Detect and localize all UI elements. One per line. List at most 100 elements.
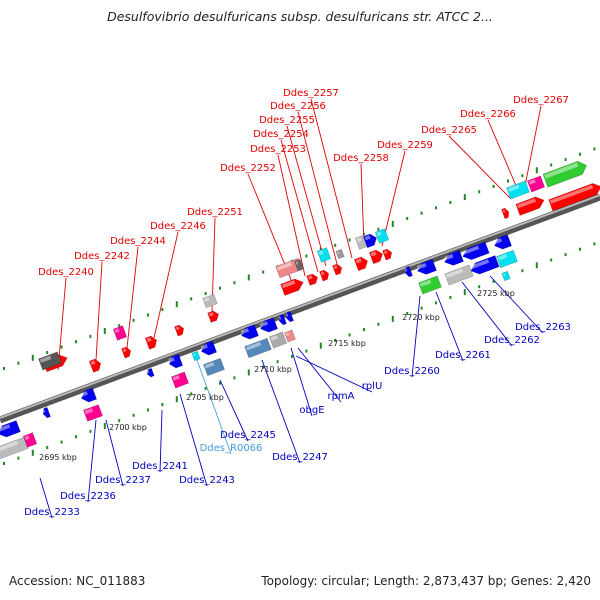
gene-label-reverse[interactable]: Ddes_2247	[272, 452, 328, 463]
gene-label-reverse[interactable]: Ddes_2263	[515, 322, 571, 333]
gene-green[interactable]	[542, 159, 589, 188]
gene-blue[interactable]	[79, 387, 98, 404]
gene-magenta[interactable]	[22, 432, 38, 448]
gene-red[interactable]	[280, 277, 306, 296]
gene-grey[interactable]	[268, 331, 288, 349]
gene-blue[interactable]	[461, 241, 490, 262]
gene-label-forward[interactable]: Ddes_2259	[377, 140, 433, 151]
gene-blue[interactable]	[41, 406, 51, 419]
minor-tick	[3, 462, 5, 466]
label-connector	[280, 139, 319, 273]
gene-red[interactable]	[207, 310, 221, 323]
gene-blue[interactable]	[284, 310, 294, 323]
gene-label-forward[interactable]: Ddes_2242	[74, 251, 130, 262]
gene-blue[interactable]	[199, 340, 218, 357]
gene-red[interactable]	[88, 358, 103, 373]
gene-steel[interactable]	[244, 337, 272, 359]
label-connector	[524, 105, 542, 187]
label-connector	[310, 98, 353, 259]
minor-tick	[219, 286, 221, 290]
gene-label-reverse[interactable]: Ddes_2260	[384, 366, 440, 377]
gene-magenta[interactable]	[170, 371, 190, 389]
gene-label-forward[interactable]: Ddes_2254	[253, 129, 309, 140]
gene-magenta[interactable]	[526, 175, 546, 193]
gene-red[interactable]	[174, 324, 186, 337]
gene-blue[interactable]	[492, 234, 512, 252]
gene-label-reverse[interactable]: rpmA	[327, 391, 354, 402]
gene-label-reverse[interactable]: Ddes_2236	[60, 491, 116, 502]
gene-blue[interactable]	[0, 420, 21, 440]
minor-tick	[190, 297, 193, 301]
gene-label-reverse[interactable]: Ddes_2233	[24, 507, 80, 518]
gene-red[interactable]	[144, 335, 159, 350]
gene-grey[interactable]	[0, 436, 29, 460]
gene-label-forward[interactable]: Ddes_2265	[421, 125, 477, 136]
gene-blue[interactable]	[277, 313, 287, 326]
gene-blue[interactable]	[403, 265, 413, 278]
minor-tick	[262, 365, 265, 369]
gene-blue[interactable]	[146, 367, 155, 378]
gene-steel[interactable]	[203, 357, 225, 377]
gene-label-reverse[interactable]: rplU	[362, 381, 383, 392]
gene-label-reverse[interactable]: obgE	[299, 405, 324, 416]
gene-label-forward[interactable]: Ddes_2252	[220, 163, 276, 174]
gene-label-forward[interactable]: Ddes_2256	[270, 101, 326, 112]
gene-pink[interactable]	[284, 329, 296, 343]
gene-label-forward[interactable]: Ddes_2258	[333, 153, 389, 164]
gene-dark[interactable]	[38, 351, 62, 371]
gene-red[interactable]	[501, 207, 510, 220]
gene-cyan[interactable]	[501, 270, 511, 282]
gene-blue[interactable]	[167, 353, 184, 369]
gene-grey[interactable]	[444, 264, 474, 286]
gene-label-reverse[interactable]: Ddes_2243	[179, 475, 235, 486]
gene-blue[interactable]	[415, 258, 437, 277]
gene-magenta[interactable]	[83, 404, 103, 422]
gene-label-forward[interactable]: Ddes_2251	[187, 207, 243, 218]
gene-red[interactable]	[515, 194, 546, 216]
gene-blue[interactable]	[239, 324, 259, 342]
minor-tick	[348, 333, 351, 337]
gene-label-forward[interactable]: Ddes_2244	[110, 236, 166, 247]
gene-label-reverse[interactable]: Ddes_2237	[95, 475, 151, 486]
gene-magenta[interactable]	[112, 325, 128, 341]
gene-blue[interactable]	[469, 255, 500, 276]
genome-title: Desulfovibrio desulfuricans subsp. desul…	[107, 9, 493, 24]
gene-red[interactable]	[368, 248, 384, 265]
label-connector	[87, 419, 97, 503]
gene-cyan[interactable]	[506, 180, 530, 200]
gene-label-forward[interactable]: Ddes_2266	[460, 109, 516, 120]
gene-label-forward[interactable]: Ddes_2240	[38, 267, 94, 278]
gene-red[interactable]	[121, 346, 133, 359]
minor-tick	[60, 345, 63, 349]
gene-blue[interactable]	[258, 317, 278, 335]
accession-text: Accession: NC_011883	[9, 574, 146, 588]
gene-label-forward[interactable]: Ddes_2246	[150, 221, 206, 232]
gene-cyan[interactable]	[191, 350, 201, 362]
gene-green[interactable]	[418, 275, 442, 295]
gene-blue[interactable]	[362, 232, 378, 249]
gene-label-rna[interactable]: Ddes_R0066	[200, 443, 263, 454]
gene-label-reverse[interactable]: Ddes_2245	[220, 430, 276, 441]
gene-cyan[interactable]	[316, 247, 332, 263]
gene-label-forward[interactable]: Ddes_2257	[283, 88, 339, 99]
gene-label-reverse[interactable]: Ddes_2241	[132, 461, 188, 472]
gene-cyan[interactable]	[374, 228, 390, 244]
gene-red[interactable]	[332, 263, 344, 276]
gene-red[interactable]	[306, 273, 320, 286]
gene-label-reverse[interactable]: Ddes_2261	[435, 350, 491, 361]
minor-tick	[492, 184, 495, 188]
gene-label-reverse[interactable]: Ddes_2262	[484, 335, 540, 346]
gene-red[interactable]	[382, 248, 394, 261]
gene-label-forward[interactable]: Ddes_2253	[250, 144, 306, 155]
gene-label-forward[interactable]: Ddes_2267	[513, 95, 569, 106]
gene-grey[interactable]	[335, 248, 345, 260]
gene-dark[interactable]	[294, 258, 304, 272]
gene-red[interactable]	[319, 269, 331, 282]
gene-grey[interactable]	[202, 293, 218, 309]
gene-red[interactable]	[353, 255, 369, 272]
minor-tick	[219, 381, 221, 385]
gene-cyan[interactable]	[496, 249, 518, 269]
gene-blue[interactable]	[442, 249, 464, 268]
gene-red[interactable]	[548, 181, 600, 212]
gene-label-forward[interactable]: Ddes_2255	[259, 115, 315, 126]
